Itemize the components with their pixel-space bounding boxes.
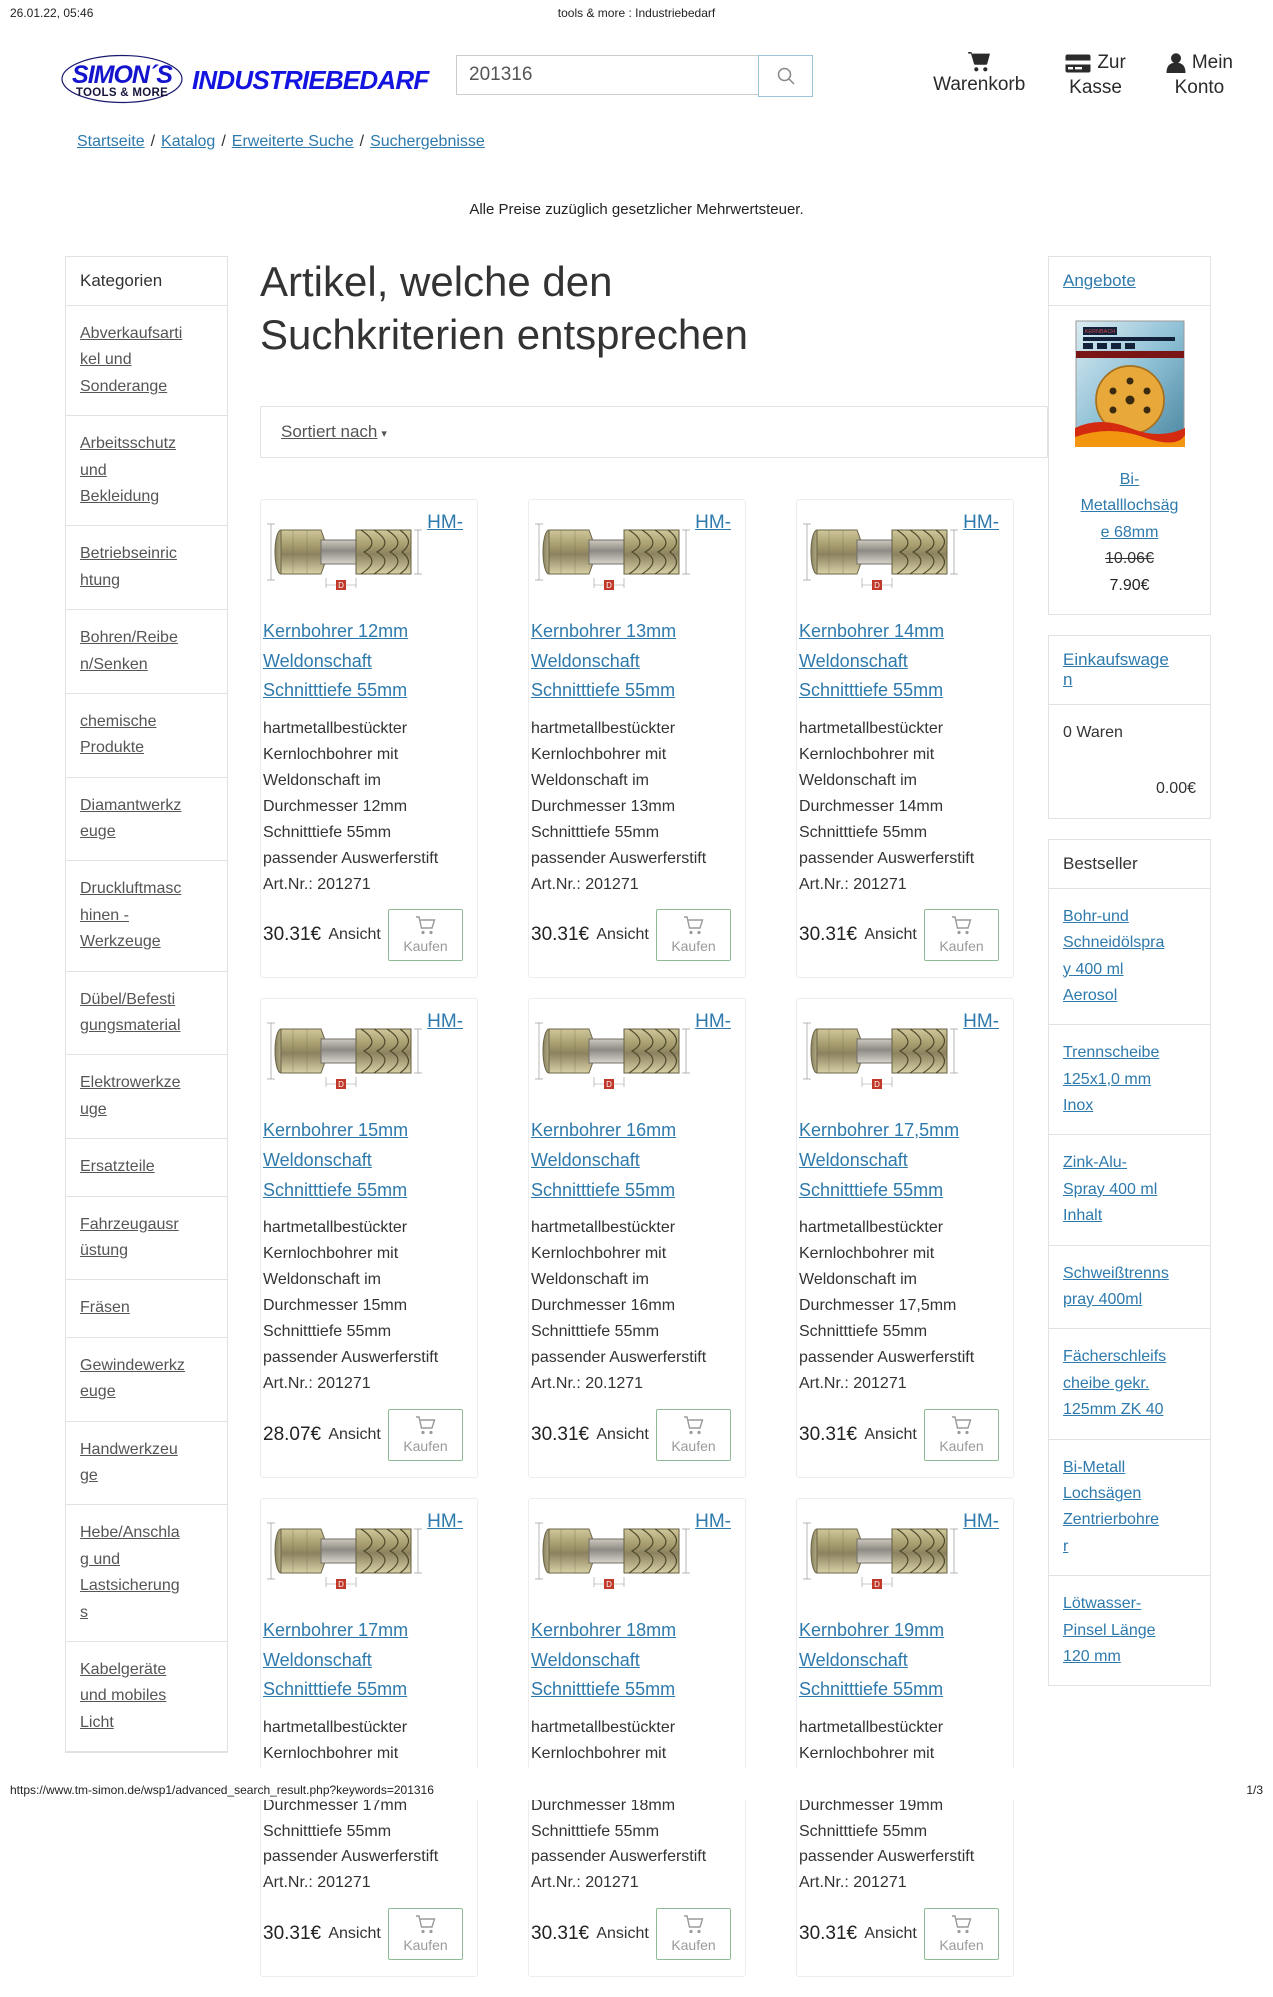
svg-text:INDUSTRIEBEDARF: INDUSTRIEBEDARF: [192, 65, 430, 95]
svg-text:D: D: [338, 1580, 344, 1589]
svg-text:D: D: [874, 1580, 880, 1589]
svg-text:KERNBACH: KERNBACH: [1084, 329, 1115, 335]
svg-text:D: D: [338, 581, 344, 590]
svg-text:D: D: [606, 1580, 612, 1589]
svg-text:D: D: [338, 1080, 344, 1089]
svg-text:SIMON´S: SIMON´S: [72, 61, 173, 89]
svg-text:D: D: [606, 581, 612, 590]
svg-text:D: D: [874, 1080, 880, 1089]
svg-text:TOOLS & MORE: TOOLS & MORE: [76, 87, 168, 99]
svg-text:D: D: [606, 1080, 612, 1089]
svg-text:D: D: [874, 581, 880, 590]
